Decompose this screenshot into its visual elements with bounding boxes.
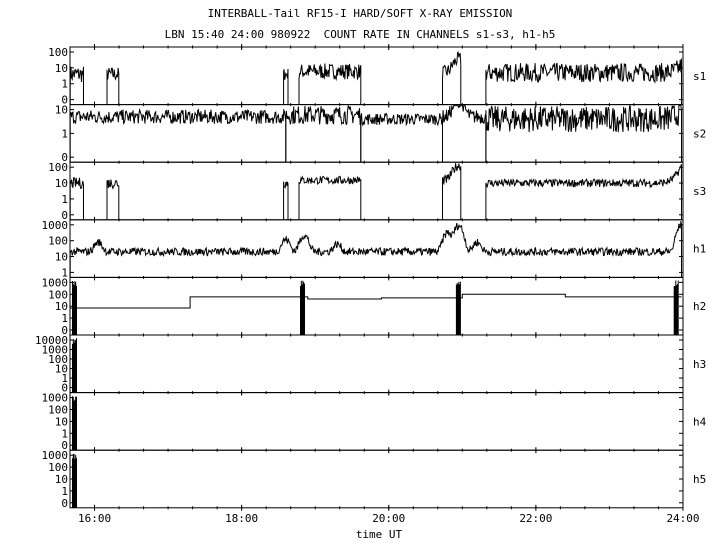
panel-frame-s2: [69, 104, 684, 163]
ytick-label: 0: [61, 439, 68, 452]
ytick-label: 0: [61, 382, 68, 395]
ytick-label: 1: [61, 427, 68, 440]
trace-s2: [442, 104, 487, 163]
chart-subtitle: LBN 15:40 24:00 980922 COUNT RATE IN CHA…: [164, 28, 556, 41]
ytick-label: 100: [48, 353, 68, 366]
xtick-label: 22:00: [519, 512, 552, 525]
trace-s3: [283, 181, 289, 220]
ytick-label: 1000: [42, 219, 69, 232]
xtick-label: 16:00: [78, 512, 111, 525]
panel-label-s2: s2: [693, 127, 706, 140]
ytick-label: 1000: [42, 392, 69, 405]
ytick-label: 1000: [42, 449, 69, 462]
trace-s3: [69, 177, 84, 220]
trace-s2: [485, 105, 682, 163]
trace-s3: [298, 175, 362, 220]
trace-h2: [72, 281, 77, 335]
ytick-label: 1: [61, 372, 68, 385]
trace-s1: [485, 58, 682, 105]
ytick-label: 10: [55, 251, 68, 264]
trace-s1: [283, 68, 289, 105]
ytick-label: 100: [48, 161, 68, 174]
trace-s3: [485, 164, 682, 220]
ytick-label: 1: [61, 485, 68, 498]
panel-frame-h2: [69, 276, 684, 336]
trace-h4: [72, 396, 77, 451]
xtick-label: 20:00: [372, 512, 405, 525]
ytick-label: 10000: [35, 334, 68, 347]
ytick-label: 100: [48, 288, 68, 301]
ytick-label: 10: [55, 363, 68, 376]
ytick-label: 10: [55, 300, 68, 313]
ytick-label: 10: [55, 62, 68, 75]
panel-frames: [69, 44, 684, 511]
panel-frame-h5: [69, 449, 684, 509]
trace-s1: [69, 66, 84, 105]
ytick-label: 1: [61, 78, 68, 91]
panel-label-h1: h1: [693, 243, 706, 256]
ytick-label: 1: [61, 312, 68, 325]
trace-h2: [455, 281, 461, 335]
trace-h2: [673, 280, 679, 335]
trace-s2: [285, 104, 362, 163]
chart-title: INTERBALL-Tail RF15-I HARD/SOFT X-RAY EM…: [207, 7, 513, 20]
panel-label-s1: s1: [693, 70, 706, 83]
ytick-label: 0: [61, 324, 68, 337]
panel-traces: [69, 51, 682, 508]
panel-label-h2: h2: [693, 300, 706, 313]
panel-frame-h4: [69, 392, 684, 451]
ytick-label: 1000: [42, 276, 69, 289]
ytick-label: 100: [48, 46, 68, 59]
axis-labels: 1001010s11010s21001010s31000100101h11000…: [35, 46, 707, 525]
trace-s1: [106, 67, 120, 105]
ytick-label: 1: [61, 193, 68, 206]
ytick-label: 100: [48, 461, 68, 474]
ytick-label: 100: [48, 235, 68, 248]
panel-label-h5: h5: [693, 473, 706, 486]
trace-h5: [72, 453, 77, 508]
ytick-label: 10: [55, 104, 68, 117]
trace-h2: [300, 280, 305, 335]
xtick-label: 24:00: [666, 512, 699, 525]
trace-s3: [442, 163, 462, 220]
x-axis-label: time UT: [356, 528, 403, 541]
ytick-label: 10: [55, 177, 68, 190]
panel-frame-h3: [69, 334, 684, 394]
ytick-label: 1000: [42, 344, 69, 357]
ytick-label: 1: [61, 127, 68, 140]
ytick-label: 10: [55, 415, 68, 428]
trace-h1: [69, 221, 682, 278]
panel-label-h4: h4: [693, 415, 707, 428]
panel-label-s3: s3: [693, 185, 706, 198]
xtick-label: 18:00: [225, 512, 258, 525]
trace-s1: [298, 63, 362, 105]
ytick-label: 0: [61, 209, 68, 222]
ytick-label: 0: [61, 497, 68, 510]
ytick-label: 0: [61, 151, 68, 164]
trace-s1: [442, 51, 462, 105]
trace-s3: [106, 179, 120, 220]
trace-s2: [360, 112, 443, 163]
ytick-label: 1: [61, 266, 68, 279]
ytick-label: 100: [48, 404, 68, 417]
trace-s2: [69, 107, 287, 163]
panel-label-h3: h3: [693, 358, 706, 371]
trace-h2: [70, 293, 682, 309]
ytick-label: 0: [61, 94, 68, 107]
panel-frame-s3: [69, 161, 684, 221]
ytick-label: 10: [55, 473, 68, 486]
trace-h3: [72, 338, 77, 393]
